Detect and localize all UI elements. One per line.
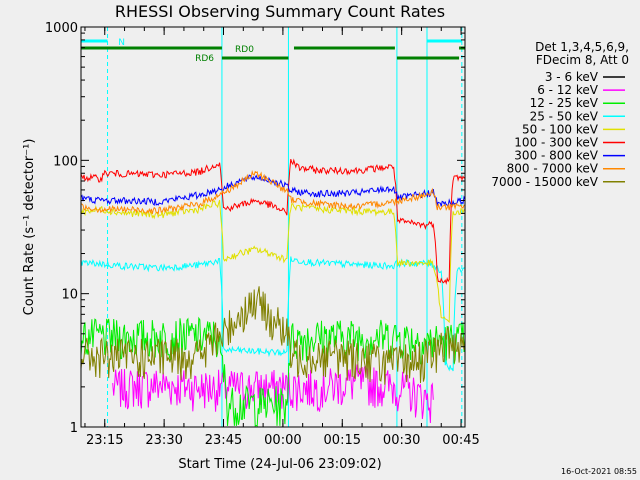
x-tick-label-5: 00:30 [383,433,420,448]
legend-label-4: 50 - 100 keV [522,122,599,136]
y-tick-label-1: 10 [61,288,78,303]
chart-title: RHESSI Observing Summary Count Rates [115,2,445,21]
legend-header-line-2: FDecim 8, Att 0 [536,53,629,67]
x-tick-label-0: 23:15 [86,433,123,448]
y-axis-label: Count Rate (s⁻¹ detector⁻¹) [22,139,37,316]
series-group [80,158,466,427]
x-tick-label-1: 23:30 [145,433,182,448]
legend-label-0: 3 - 6 keV [545,70,599,84]
x-tick-label-4: 00:15 [324,433,361,448]
plot-frame [80,26,466,428]
y-tick-label-2: 100 [53,154,78,169]
legend-label-2: 12 - 25 keV [530,96,599,110]
annotation-rd0: RD0 [235,45,254,55]
axes-group: 23:15 23:30 23:45 00:00 00:15 00:30 00:45 1 10 10… [45,21,480,448]
legend-header-line-1: Det 1,3,4,5,6,9, [535,40,629,54]
x-axis-label: Start Time (24-Jul-06 23:09:02) [178,457,381,472]
y-tick-label-3: 1000 [45,21,78,36]
series-line-4 [80,199,466,324]
annotation-n: N [118,38,125,48]
x-tick-label-3: 00:00 [264,433,301,448]
y-tick-label-0: 1 [70,421,78,436]
legend-label-6: 300 - 800 keV [514,149,598,163]
legend-label-5: 100 - 300 keV [514,136,598,150]
legend-label-3: 25 - 50 keV [530,109,599,123]
series-line-5 [80,158,466,285]
legend-label-7: 800 - 7000 keV [507,162,599,176]
legend-label-1: 6 - 12 keV [537,83,599,97]
legend-label-8: 7000 - 15000 keV [491,175,598,189]
x-tick-label-6: 00:45 [442,433,479,448]
annotation-rd6: RD6 [195,54,214,64]
x-tick-label-2: 23:45 [205,433,242,448]
footer-timestamp: 16-Oct-2021 08:55 [561,467,637,476]
series-line-7 [80,169,465,215]
series-line-8 [80,286,466,385]
mode-segments: N RD0 RD6 [81,38,465,64]
series-line-1 [112,364,434,424]
series-line-6 [80,174,466,207]
